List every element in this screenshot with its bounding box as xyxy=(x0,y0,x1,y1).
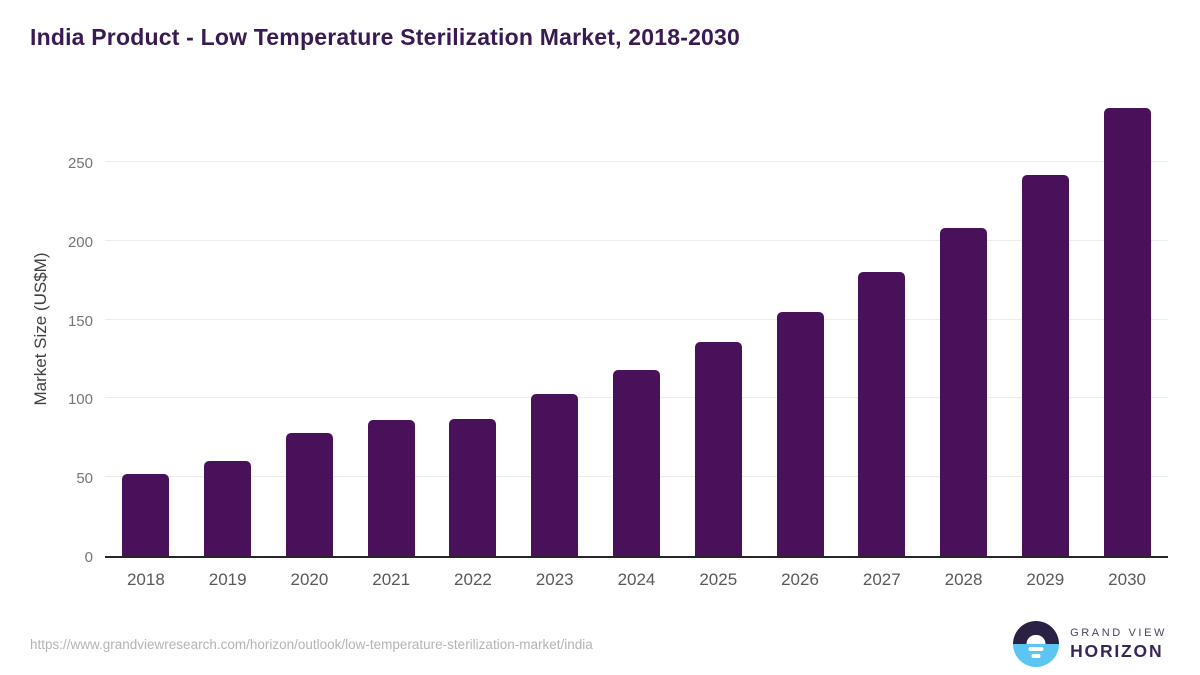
x-tick-label-2021: 2021 xyxy=(372,570,411,589)
bar-series xyxy=(105,100,1168,556)
y-tick-label-0: 0 xyxy=(84,549,93,566)
x-tick-label-2030: 2030 xyxy=(1108,570,1146,589)
bar-slot-2019 xyxy=(187,100,269,556)
bar-2021[interactable] xyxy=(367,420,415,556)
y-axis-tick-labels: 0 50 100 150 200 250 xyxy=(30,100,93,566)
y-tick-label-250: 250 xyxy=(67,155,93,172)
x-axis-labels: 2018 2019 2020 2021 2022 2023 2024 2025 2026 2027… xyxy=(105,570,1168,590)
horizon-sun-icon xyxy=(1013,621,1060,667)
bar-2028[interactable] xyxy=(940,228,988,556)
bar-slot-2026 xyxy=(759,100,841,556)
x-tick-label-2026: 2026 xyxy=(781,570,819,589)
bar-slot-2021 xyxy=(350,100,432,556)
bar-2020[interactable] xyxy=(285,433,333,556)
bar-slot-2029 xyxy=(1004,100,1086,556)
bar-slot-2030 xyxy=(1086,100,1168,556)
bar-2029[interactable] xyxy=(1021,174,1069,556)
bar-2022[interactable] xyxy=(449,418,497,556)
logo-text-horizon: HORIZON xyxy=(1070,640,1164,661)
gridline-250 xyxy=(105,161,1168,162)
bar-slot-2024 xyxy=(596,100,678,556)
grand-view-horizon-logo: GRAND VIEW HORIZON xyxy=(1013,621,1167,667)
chart-title: India Product - Low Temperature Steriliz… xyxy=(30,24,741,50)
x-tick-label-2019: 2019 xyxy=(208,570,247,589)
bar-2018[interactable] xyxy=(122,474,170,556)
x-tick-label-2024: 2024 xyxy=(617,570,656,589)
sun-icon xyxy=(1026,634,1046,644)
x-tick-label-2025: 2025 xyxy=(699,570,738,589)
footer: https://www.grandviewresearch.com/horizo… xyxy=(0,613,1200,675)
bar-slot-2020 xyxy=(269,100,351,556)
x-tick-label-2023: 2023 xyxy=(535,570,574,589)
plot-area xyxy=(105,100,1168,558)
bar-slot-2023 xyxy=(514,100,596,556)
gridline-200 xyxy=(105,239,1168,241)
x-tick-label-2020: 2020 xyxy=(290,570,329,589)
y-tick-label-50: 50 xyxy=(76,470,93,488)
source-url: https://www.grandviewresearch.com/horizo… xyxy=(30,637,593,652)
bar-2026[interactable] xyxy=(776,311,824,556)
logo-text: GRAND VIEW HORIZON xyxy=(1070,627,1167,662)
logo-text-grand-view: GRAND VIEW xyxy=(1070,626,1167,639)
bar-slot-2025 xyxy=(677,100,759,556)
bar-2023[interactable] xyxy=(531,393,579,556)
sun-reflection-line xyxy=(1028,647,1044,651)
x-tick-label-2018: 2018 xyxy=(126,570,165,589)
bar-2025[interactable] xyxy=(694,341,742,556)
bar-2030[interactable] xyxy=(1103,108,1151,556)
bar-slot-2018 xyxy=(105,100,187,556)
bar-2027[interactable] xyxy=(858,272,906,556)
bar-slot-2027 xyxy=(841,100,923,556)
bar-2024[interactable] xyxy=(612,370,660,556)
x-tick-label-2029: 2029 xyxy=(1026,570,1065,589)
sun-reflection-line xyxy=(1031,654,1041,658)
bar-2019[interactable] xyxy=(204,461,252,556)
gridline-150 xyxy=(105,318,1168,320)
y-tick-label-150: 150 xyxy=(67,312,93,330)
y-tick-label-100: 100 xyxy=(67,391,93,409)
x-tick-label-2027: 2027 xyxy=(862,570,901,589)
bar-slot-2028 xyxy=(923,100,1005,556)
bar-slot-2022 xyxy=(432,100,514,556)
x-tick-label-2028: 2028 xyxy=(944,570,983,589)
x-tick-label-2022: 2022 xyxy=(454,570,492,589)
y-tick-label-200: 200 xyxy=(67,233,93,251)
